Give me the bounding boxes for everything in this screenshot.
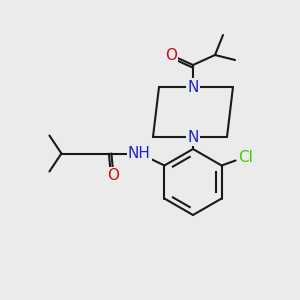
Text: O: O (107, 168, 119, 183)
Text: N: N (187, 80, 199, 94)
Text: O: O (165, 47, 177, 62)
Text: N: N (187, 130, 199, 145)
Text: Cl: Cl (238, 150, 253, 165)
Text: NH: NH (128, 146, 151, 161)
